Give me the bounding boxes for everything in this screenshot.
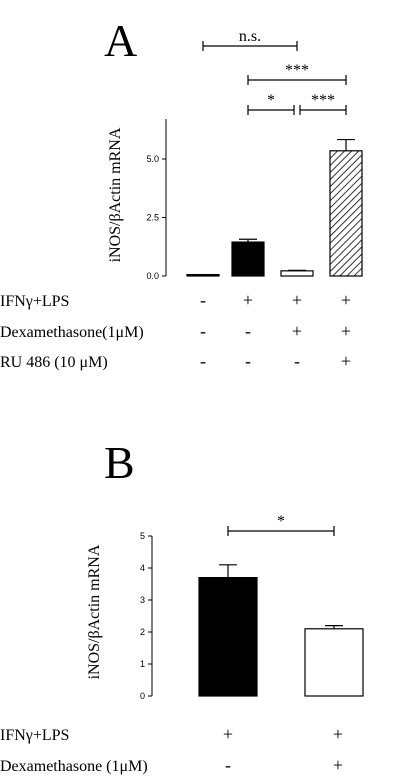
panel-a-condition-sign: - [200,321,206,341]
panel-a-condition-sign: - [245,351,251,371]
panel-a-condition-sign: - [294,351,300,371]
panel-a-y-tick-label: 2.5 [146,213,159,223]
panel-b-bar [304,628,364,697]
panel-a-significance-label: *** [285,62,309,79]
panel-b-condition-sign: + [223,724,233,744]
panel-a-letter: A [104,15,137,66]
panel-a-y-tick-label: 5.0 [146,154,159,164]
panel-b-y-tick-label: 2 [140,627,145,637]
panel-a-significance-label: * [267,92,275,109]
panel-b-letter: B [104,437,135,488]
panel-a-bar [186,273,220,277]
panel-a-condition-sign: - [200,290,206,310]
panel-b-condition-label: Dexamethasone (1μM) [0,758,148,775]
panel-b-y-tick-label: 3 [140,595,145,605]
panel-a-condition-label: IFNγ+LPS [0,293,69,310]
panel-a-condition-sign: + [243,290,253,310]
panel-b-y-tick-label: 5 [140,531,145,541]
panel-b-condition-sign: + [333,755,343,775]
panel-b-y-tick-label: 0 [140,691,145,701]
panel-b-condition-sign: + [333,724,343,744]
panel-a-bar [329,150,363,277]
panel-a-significance-label: n.s. [239,28,261,45]
panel-a-condition-sign: - [200,351,206,371]
panel-b-y-tick-label: 4 [140,563,145,573]
panel-a-condition-sign: + [341,290,351,310]
panel-a-bar [280,270,314,277]
panel-b-bar [198,576,258,697]
panel-b-significance-label: * [277,513,285,530]
panel-a-condition-sign: + [292,290,302,310]
panel-b-y-tick-label: 1 [140,659,145,669]
panel-a-condition-sign: + [341,321,351,341]
panel-a-condition-sign: + [292,321,302,341]
panel-b-condition-label: IFNγ+LPS [0,727,69,744]
panel-a-condition-sign: - [245,321,251,341]
panel-b-y-axis-label: iNOS/βActin mRNA [86,544,103,679]
panel-a-y-tick-label: 0.0 [146,271,159,281]
panel-a-y-axis-label: iNOS/βActin mRNA [107,127,124,262]
panel-b-condition-sign: - [225,755,231,775]
panel-a-condition-sign: + [341,351,351,371]
panel-a-bar [231,241,265,277]
panel-a-condition-label: Dexamethasone(1μM) [0,324,144,341]
panel-a-condition-label: RU 486 (10 μM) [0,354,108,371]
panel-a-significance-label: *** [311,92,335,109]
